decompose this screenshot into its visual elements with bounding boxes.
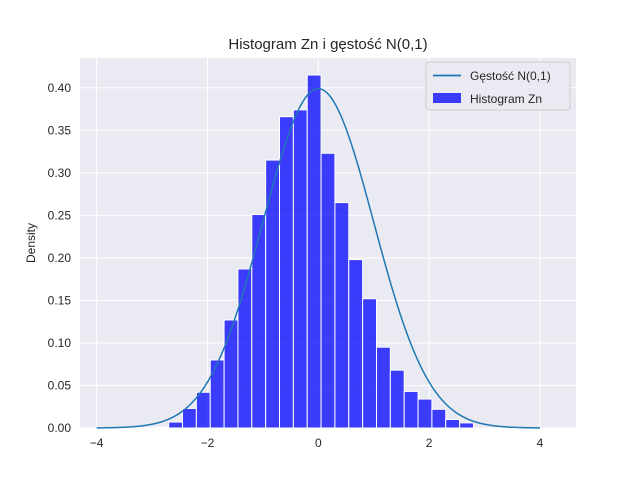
- y-tick-label: 0.00: [48, 421, 72, 435]
- histogram-bar: [403, 390, 419, 429]
- histogram-bar: [431, 408, 447, 429]
- histogram-bar: [389, 369, 405, 429]
- y-tick-label: 0.30: [48, 166, 72, 180]
- x-tick-label: −2: [201, 436, 215, 450]
- density-curve: [96, 87, 540, 429]
- histogram-bar: [251, 214, 267, 429]
- y-tick-label: 0.35: [48, 123, 72, 137]
- y-tick-label: 0.10: [48, 336, 72, 350]
- y-tick-label: 0.20: [48, 251, 72, 265]
- histogram-bar: [154, 426, 170, 429]
- histogram-bar: [209, 359, 225, 429]
- y-tick-label: 0.25: [48, 208, 72, 222]
- y-axis-label: Density: [24, 223, 38, 263]
- x-tick-label: 2: [426, 436, 433, 450]
- legend-histogram-swatch: [433, 93, 461, 103]
- histogram-bar: [237, 268, 253, 429]
- x-tick-label: −4: [90, 436, 104, 450]
- histogram-bar: [348, 259, 364, 429]
- histogram-bar: [265, 159, 281, 429]
- y-tick-labels: 0.00 0.05 0.10 0.15 0.20 0.25 0.30 0.35 0.40: [48, 81, 72, 435]
- histogram-bar: [279, 116, 294, 429]
- histogram-bar: [306, 74, 322, 429]
- legend: Gęstość N(0,1) Histogram Zn: [425, 61, 571, 111]
- x-tick-label: 4: [537, 436, 544, 450]
- legend-density-label: Gęstość N(0,1): [470, 69, 551, 83]
- histogram-bars: [154, 74, 474, 429]
- chart-title: Histogram Zn i gęstość N(0,1): [228, 36, 427, 53]
- x-tick-labels: −4 −2 0 2 4: [90, 436, 544, 450]
- y-tick-label: 0.05: [48, 378, 72, 392]
- y-tick-label: 0.15: [48, 293, 72, 307]
- histogram-bar: [223, 319, 239, 429]
- histogram-bar: [195, 391, 211, 429]
- legend-histogram-label: Histogram Zn: [470, 92, 542, 106]
- histogram-bar: [320, 152, 336, 429]
- x-tick-label: 0: [315, 436, 322, 450]
- histogram-bar: [362, 298, 377, 429]
- histogram-bar: [459, 422, 474, 429]
- histogram-bar: [334, 202, 350, 429]
- histogram-bar: [445, 418, 461, 429]
- histogram-bar: [168, 421, 184, 429]
- histogram-bar: [292, 109, 308, 429]
- histogram-bar: [182, 407, 197, 429]
- histogram-bar: [375, 346, 391, 429]
- y-tick-label: 0.40: [48, 81, 72, 95]
- legend-box: [425, 61, 571, 111]
- histogram-bar: [417, 398, 433, 429]
